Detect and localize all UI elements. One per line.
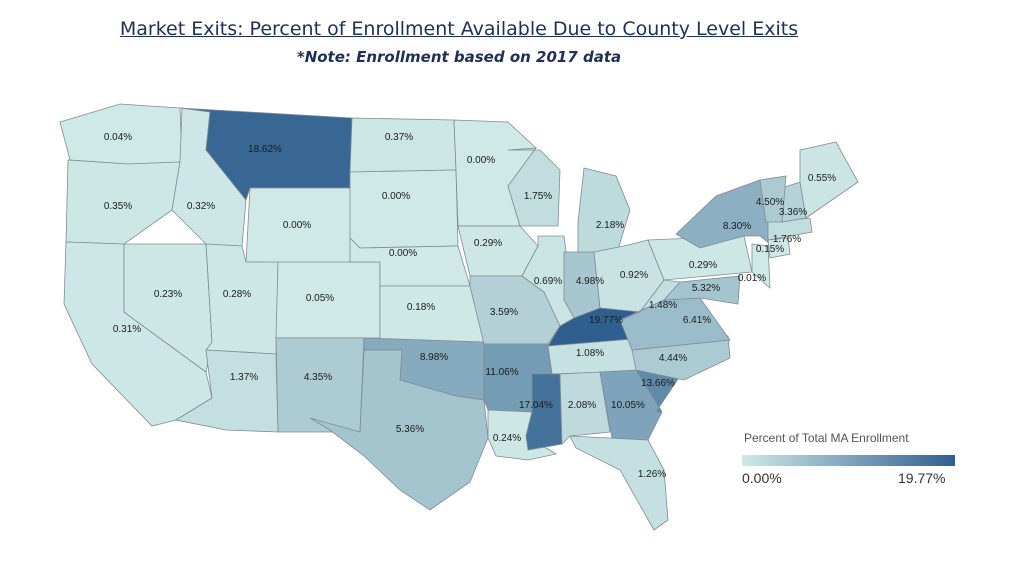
legend-color-ramp [742,455,955,466]
state-fl [569,435,669,531]
state-label-nh: 3.36% [779,207,807,218]
legend-min-label: 0.00% [742,470,782,486]
state-label-ms: 17.04% [519,400,553,411]
state-me [799,141,859,219]
state-label-sd: 0.00% [382,191,410,202]
state-nj [751,243,771,289]
state-label-me: 0.55% [808,173,836,184]
state-label-id: 0.32% [187,201,215,212]
state-md [663,275,741,305]
state-label-co: 0.05% [306,293,334,304]
state-label-wy: 0.00% [283,220,311,231]
state-al [559,371,611,445]
state-nm [275,337,365,433]
state-label-nd: 0.37% [385,132,413,143]
state-label-tn: 1.08% [576,348,604,359]
state-label-fl: 1.26% [638,469,666,480]
state-label-wa: 0.04% [104,132,132,143]
state-il [521,235,577,327]
map-title: Market Exits: Percent of Enrollment Avai… [119,18,799,40]
state-label-ne: 0.00% [389,248,417,259]
state-label-mi: 2.18% [596,220,624,231]
state-label-mo: 3.59% [490,307,518,318]
state-label-sc: 13.66% [641,378,675,389]
state-label-ok: 8.98% [420,352,448,363]
state-sd [349,169,459,249]
state-label-ny: 8.30% [723,221,751,232]
state-label-ga: 10.05% [611,400,645,411]
state-label-nc: 4.44% [659,353,687,364]
state-tx [309,349,489,511]
legend-max-label: 19.77% [898,470,946,486]
state-label-al: 2.08% [568,400,596,411]
state-label-pa: 0.29% [689,260,717,271]
state-wi [507,147,561,227]
state-nd [349,117,457,173]
state-mi [577,167,631,257]
legend-title: Percent of Total MA Enrollment [744,431,909,445]
state-label-nv: 0.23% [154,289,182,300]
state-label-or: 0.35% [104,201,132,212]
state-label-az: 1.37% [230,372,258,383]
map-subtitle: *Note: Enrollment based on 2017 data [296,48,622,66]
state-label-tx: 5.36% [396,424,424,435]
state-label-la: 0.24% [493,433,521,444]
state-label-oh: 0.92% [620,270,648,281]
state-label-vt: 4.50% [756,197,784,208]
state-label-ky: 19.77% [589,315,623,326]
state-label-wi: 1.75% [524,191,552,202]
state-ks [379,285,485,343]
state-label-ca: 0.31% [113,324,141,335]
state-label-mt: 18.62% [248,144,282,155]
state-label-wv: 1.48% [649,300,677,311]
state-label-ut: 0.28% [223,289,251,300]
state-vt [759,175,787,223]
state-label-ar: 11.06% [485,367,518,378]
state-label-mn: 0.00% [467,155,495,166]
state-label-il: 0.69% [534,276,562,287]
state-label-nm: 4.35% [304,372,332,383]
state-label-md: 5.32% [692,283,720,294]
state-label-ia: 0.29% [474,238,502,249]
state-label-nj: 0.01% [738,273,766,284]
state-label-ma: 1.76% [773,234,801,245]
state-ct [767,237,791,259]
state-label-ks: 0.18% [407,302,435,313]
state-label-va: 6.41% [683,315,711,326]
state-label-ct: 0.15% [756,244,784,255]
state-label-in: 4.98% [576,276,604,287]
